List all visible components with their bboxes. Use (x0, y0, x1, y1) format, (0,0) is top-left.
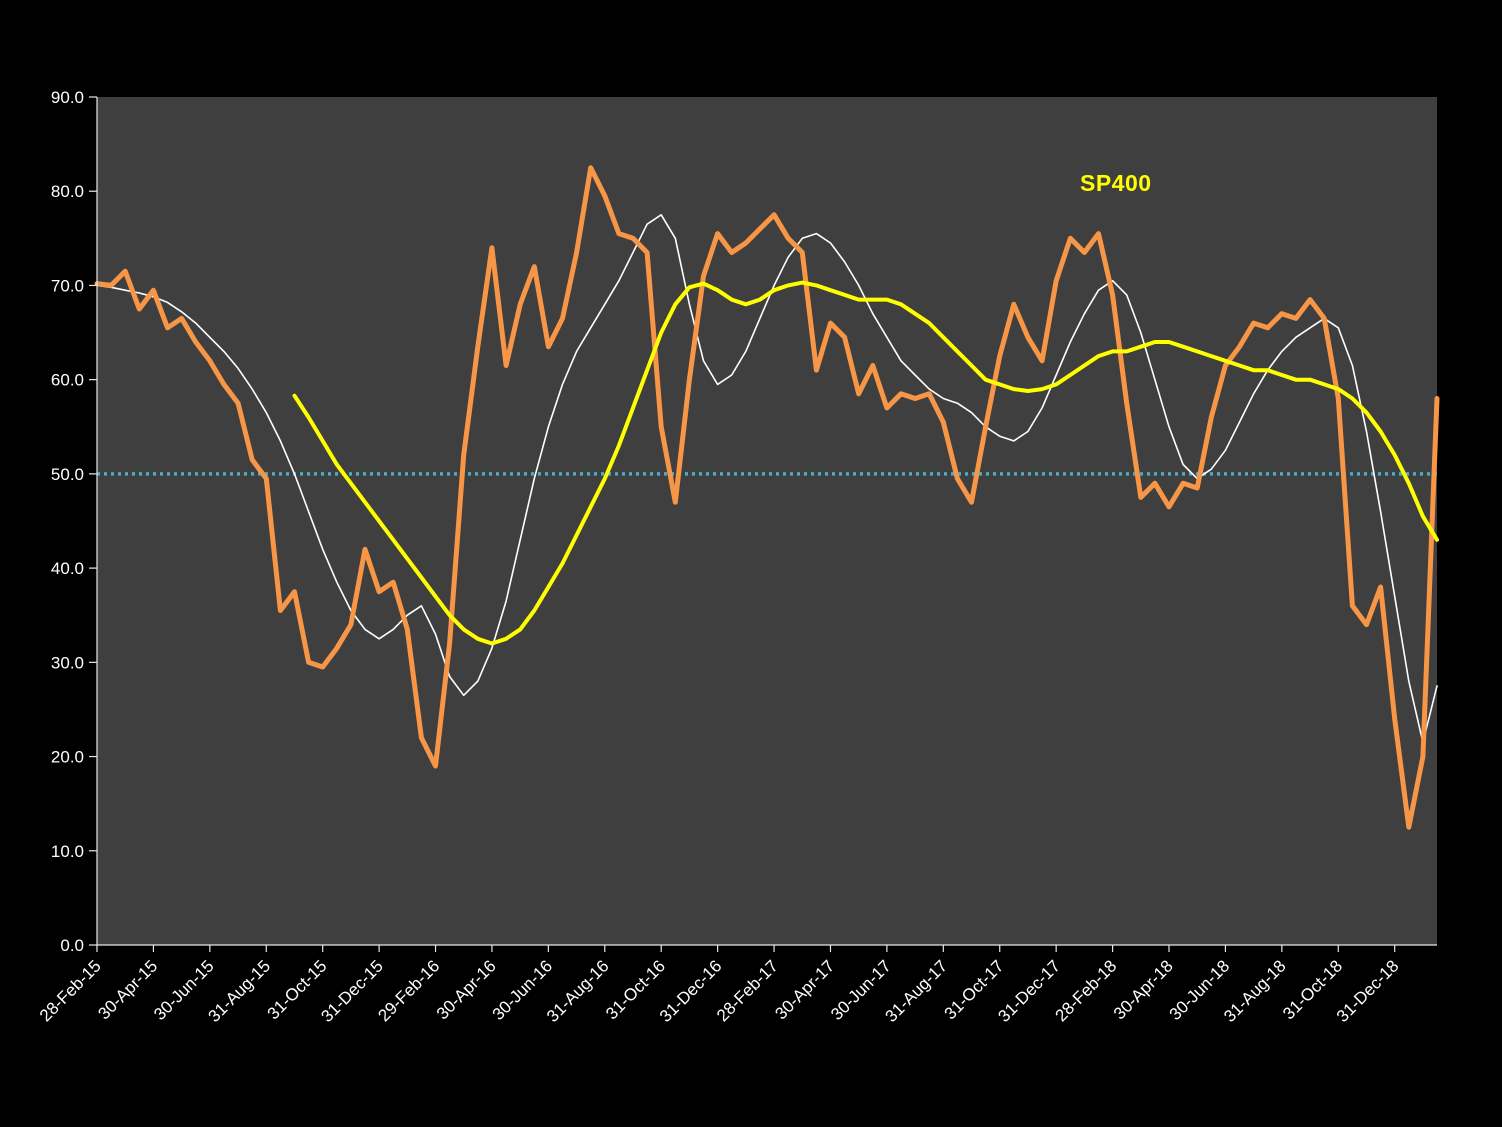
x-tick-label: 30-Apr-18 (1110, 956, 1177, 1023)
x-tick-label: 31-Dec-16 (656, 956, 726, 1026)
plot-area (97, 97, 1437, 945)
series-label-sp400: SP400 (1080, 170, 1152, 196)
series-line-SP400 (292, 280, 1439, 646)
x-tick-label: 30-Apr-16 (433, 956, 500, 1023)
y-tick-label: 10.0 (51, 842, 84, 861)
x-tick-label: 31-Aug-17 (882, 956, 952, 1026)
x-tick-label: 29-Feb-16 (374, 956, 443, 1025)
x-tick-label: 30-Apr-15 (94, 956, 161, 1023)
y-tick-label: 80.0 (51, 182, 84, 201)
y-tick-label: 0.0 (60, 936, 84, 955)
x-tick-label: 28-Feb-15 (36, 956, 105, 1025)
x-tick-label: 31-Aug-18 (1220, 956, 1290, 1026)
x-tick-label: 28-Feb-17 (713, 956, 782, 1025)
x-tick-label: 31-Dec-18 (1333, 956, 1403, 1026)
y-tick-label: 70.0 (51, 276, 84, 295)
y-tick-label: 90.0 (51, 88, 84, 107)
x-tick-label: 31-Dec-17 (994, 956, 1064, 1026)
x-tick-label: 31-Dec-15 (317, 956, 387, 1026)
x-tick-label: 30-Apr-17 (771, 956, 838, 1023)
series-line-smoothed-indicator (96, 214, 1438, 744)
y-tick-label: 40.0 (51, 559, 84, 578)
x-tick-label: 31-Aug-15 (205, 956, 275, 1026)
x-tick-label: 28-Feb-18 (1052, 956, 1121, 1025)
y-tick-label: 60.0 (51, 371, 84, 390)
x-tick-label: 31-Aug-16 (543, 956, 613, 1026)
y-tick-label: 50.0 (51, 465, 84, 484)
series-line-indicator (94, 165, 1440, 830)
y-tick-label: 30.0 (51, 653, 84, 672)
y-tick-label: 20.0 (51, 748, 84, 767)
